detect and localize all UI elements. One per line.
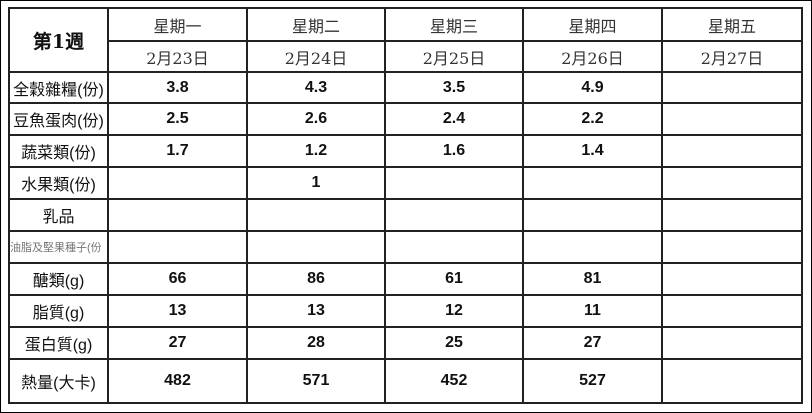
value-cell: 27 [522,326,663,360]
value-cell [661,230,803,264]
table-row: 蛋白質(g) 27 28 25 27 [8,326,803,360]
value-cell: 13 [246,294,386,328]
value-cell: 1.4 [522,134,663,168]
value-cell [107,230,248,264]
value-cell: 1 [246,166,386,200]
value-cell [661,102,803,136]
value-cell: 4.9 [522,71,663,104]
row-label: 蛋白質(g) [8,326,109,360]
table-row: 乳品 [8,198,803,232]
table-row: 蔬菜類(份) 1.7 1.2 1.6 1.4 [8,134,803,168]
value-cell: 1.7 [107,134,248,168]
value-cell: 66 [107,262,248,296]
value-cell: 571 [246,358,386,404]
row-label: 醣類(g) [8,262,109,296]
value-cell: 482 [107,358,248,404]
value-cell: 25 [384,326,524,360]
week-label: 第1週 [8,7,109,73]
row-label: 蔬菜類(份) [8,134,109,168]
value-cell: 2.5 [107,102,248,136]
table-row: 熱量(大卡) 482 571 452 527 [8,358,803,404]
weekday-header: 星期一 [107,7,248,42]
value-cell: 3.8 [107,71,248,104]
value-cell [661,71,803,104]
value-cell [522,198,663,232]
table-row: 全穀雜糧(份) 3.8 4.3 3.5 4.9 [8,71,803,104]
table-row: 醣類(g) 66 86 61 81 [8,262,803,296]
date-header: 2月26日 [522,40,663,73]
value-cell: 11 [522,294,663,328]
date-header: 2月23日 [107,40,248,73]
row-label: 豆魚蛋肉(份) [8,102,109,136]
weekday-header: 星期二 [246,7,386,42]
value-cell: 28 [246,326,386,360]
table-row: 豆魚蛋肉(份) 2.5 2.6 2.4 2.2 [8,102,803,136]
value-cell [384,230,524,264]
weekday-header: 星期三 [384,7,524,42]
value-cell: 2.2 [522,102,663,136]
value-cell [661,326,803,360]
value-cell [661,294,803,328]
value-cell: 81 [522,262,663,296]
value-cell [107,198,248,232]
date-header: 2月27日 [661,40,803,73]
row-label: 油脂及堅果種子(份 [8,230,109,264]
value-cell: 12 [384,294,524,328]
row-label: 水果類(份) [8,166,109,200]
value-cell [661,134,803,168]
value-cell [384,166,524,200]
value-cell: 527 [522,358,663,404]
value-cell [522,166,663,200]
value-cell [246,198,386,232]
value-cell: 3.5 [384,71,524,104]
value-cell: 2.6 [246,102,386,136]
weekday-header: 星期四 [522,7,663,42]
value-cell: 27 [107,326,248,360]
table-row: 油脂及堅果種子(份 [8,230,803,264]
value-cell [522,230,663,264]
weekday-header: 星期五 [661,7,803,42]
value-cell [107,166,248,200]
value-cell [661,358,803,404]
value-cell [661,262,803,296]
value-cell [661,166,803,200]
date-header: 2月25日 [384,40,524,73]
weekly-nutrition-table: 第1週 星期一 星期二 星期三 星期四 星期五 2月23日 2月24日 2月25日 2月26日… [8,7,803,404]
table-row: 脂質(g) 13 13 12 11 [8,294,803,328]
value-cell: 13 [107,294,248,328]
value-cell [661,198,803,232]
row-label: 脂質(g) [8,294,109,328]
value-cell [246,230,386,264]
value-cell: 2.4 [384,102,524,136]
row-label: 全穀雜糧(份) [8,71,109,104]
value-cell [384,198,524,232]
value-cell: 4.3 [246,71,386,104]
row-label: 乳品 [8,198,109,232]
row-label: 熱量(大卡) [8,358,109,404]
date-header: 2月24日 [246,40,386,73]
value-cell: 86 [246,262,386,296]
value-cell: 452 [384,358,524,404]
value-cell: 1.2 [246,134,386,168]
value-cell: 61 [384,262,524,296]
table-row: 水果類(份) 1 [8,166,803,200]
value-cell: 1.6 [384,134,524,168]
